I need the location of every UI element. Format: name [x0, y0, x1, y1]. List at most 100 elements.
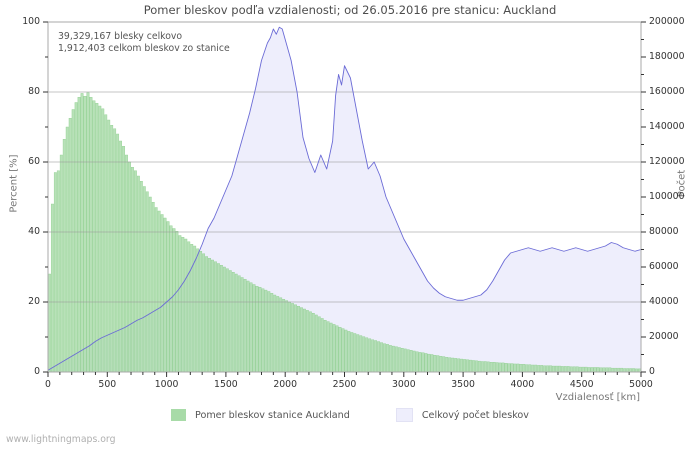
- histogram-bar: [89, 97, 93, 373]
- histogram-bar: [323, 320, 327, 373]
- histogram-bar: [166, 221, 170, 373]
- histogram-bar: [95, 102, 99, 373]
- histogram-bar: [311, 313, 315, 373]
- histogram-bar: [457, 358, 461, 373]
- histogram-bar: [71, 109, 75, 373]
- histogram-bar: [439, 356, 443, 373]
- histogram-bar: [145, 191, 149, 373]
- histogram-bar: [362, 336, 366, 373]
- histogram-bar: [377, 341, 380, 373]
- histogram-bar: [442, 356, 446, 373]
- histogram-bar: [513, 363, 517, 373]
- histogram-bar: [445, 357, 449, 373]
- histogram-bar: [477, 360, 481, 373]
- histogram-bar: [199, 251, 203, 373]
- histogram-bar: [626, 368, 630, 373]
- histogram-bar: [522, 364, 526, 373]
- y-axis-left-tick-label: 40: [28, 226, 40, 237]
- histogram-bar: [590, 367, 594, 373]
- histogram-bar: [148, 196, 152, 373]
- histogram-bar: [344, 329, 348, 373]
- chart-legend: Pomer bleskov stanice Auckland Celkový po…: [0, 408, 700, 422]
- histogram-bar: [466, 359, 469, 373]
- histogram-bar: [246, 280, 250, 373]
- histogram-bar: [62, 139, 66, 373]
- histogram-bar: [391, 345, 395, 373]
- histogram-bar: [454, 358, 458, 373]
- histogram-bar: [566, 366, 570, 373]
- series-total-count-area: [48, 27, 641, 372]
- y-axis-right-tick-label: 140000: [649, 121, 685, 132]
- histogram-bar: [53, 172, 57, 373]
- histogram-bar: [255, 286, 259, 373]
- histogram-bar: [184, 238, 188, 373]
- histogram-bar: [178, 235, 182, 373]
- histogram-bar: [332, 324, 336, 373]
- histogram-bar: [424, 353, 428, 373]
- histogram-bar: [335, 325, 339, 373]
- histogram-bar: [217, 263, 220, 373]
- histogram-bar: [555, 365, 558, 373]
- histogram-bar: [620, 367, 624, 373]
- histogram-bar: [225, 268, 229, 373]
- legend-green[interactable]: Pomer bleskov stanice Auckland: [171, 409, 350, 421]
- x-axis-tick-label: 1000: [154, 379, 179, 390]
- histogram-bar: [528, 364, 532, 373]
- histogram-bar: [151, 202, 155, 373]
- histogram-bar: [101, 108, 105, 373]
- x-axis-tick-label: 3000: [391, 379, 416, 390]
- histogram-bar: [219, 265, 223, 373]
- histogram-bar: [472, 360, 475, 373]
- histogram-bar: [519, 364, 523, 373]
- histogram-bar: [507, 363, 511, 373]
- histogram-bar: [525, 364, 529, 373]
- histogram-bar: [291, 303, 294, 373]
- histogram-bar: [193, 245, 197, 373]
- histogram-bar: [48, 273, 51, 373]
- histogram-bar: [359, 335, 363, 373]
- histogram-bar: [632, 368, 635, 373]
- x-axis-tick-label: 3500: [451, 379, 475, 390]
- histogram-bar: [492, 362, 496, 373]
- histogram-bar: [56, 170, 60, 373]
- histogram-bar: [113, 128, 117, 373]
- histogram-bar: [77, 97, 81, 373]
- histogram-bar: [240, 277, 244, 373]
- histogram-bar: [308, 311, 312, 373]
- histogram-bar: [608, 367, 612, 373]
- y-axis-right-tick-label: 160000: [649, 86, 685, 97]
- histogram-bar: [196, 248, 200, 373]
- histogram-bar: [504, 363, 508, 373]
- histogram-bar: [279, 297, 283, 373]
- histogram-bar: [436, 355, 440, 373]
- y-axis-right-tick-label: 60000: [649, 261, 679, 272]
- x-axis-tick-label: 500: [98, 379, 117, 390]
- histogram-bar: [326, 321, 330, 373]
- histogram-bar: [415, 351, 419, 373]
- annotation-station-strokes: 1,912,403 celkom bleskov zo stanice: [58, 43, 230, 54]
- histogram-bar: [208, 258, 211, 373]
- histogram-bar: [249, 282, 253, 373]
- histogram-bar: [572, 366, 576, 373]
- histogram-bar: [469, 359, 472, 373]
- histogram-bar: [400, 348, 404, 373]
- histogram-bar: [629, 368, 632, 373]
- histogram-bar: [409, 350, 413, 373]
- x-axis-tick-label: 2500: [332, 379, 357, 390]
- histogram-bar: [122, 146, 125, 373]
- histogram-bar: [205, 256, 208, 373]
- histogram-bar: [74, 102, 78, 373]
- histogram-bar: [578, 366, 582, 373]
- y-axis-left-tick-label: 0: [34, 366, 40, 377]
- histogram-bar: [575, 366, 579, 373]
- legend-swatch-icon: [171, 409, 187, 421]
- histogram-bar: [386, 344, 389, 373]
- histogram-bar: [430, 354, 434, 373]
- series-total-count-line: [47, 26, 642, 371]
- histogram-bar: [267, 291, 271, 373]
- legend-label: Pomer bleskov stanice Auckland: [195, 409, 350, 421]
- histogram-bar: [394, 346, 398, 373]
- histogram-bar: [125, 154, 128, 373]
- legend-blue[interactable]: Celkový počet bleskov: [395, 408, 529, 422]
